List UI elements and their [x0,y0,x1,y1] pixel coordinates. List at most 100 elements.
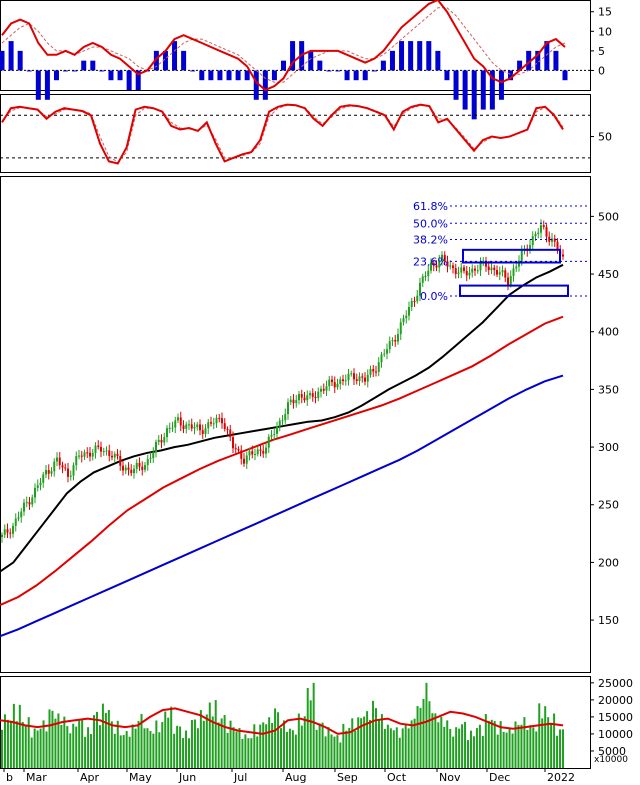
volume-bar [336,735,339,768]
volume-bar [27,717,30,768]
candle-body [166,428,168,438]
macd-histogram-bar [153,50,159,71]
candle-body [171,427,174,429]
volume-bar [244,734,247,768]
volume-bar [220,718,223,768]
candle-body [421,276,424,283]
candle-body [75,456,78,466]
candle-body [3,529,6,535]
volume-bar [535,731,538,768]
volume-bar [517,725,520,768]
volume-bar [315,729,318,768]
volume-bar [425,682,428,768]
x-tick-label: Dec [489,771,510,784]
volume-bar [363,716,366,768]
candle-body [424,276,427,278]
price-tick-label: 300 [598,441,619,454]
macd-signal-line [1,7,566,83]
volume-bar [413,718,416,768]
candle-body [545,227,548,237]
candle-body [254,454,256,456]
volume-bar [18,704,21,768]
stochastic-d-line [1,104,564,163]
macd-histogram-bar [371,70,377,72]
volume-bar [330,734,333,768]
volume-bar [217,722,220,768]
volume-bar [342,723,345,768]
candle-body [155,441,157,453]
candle-body [58,457,61,466]
volume-bar [208,702,211,768]
macd-tick-label: 5 [598,45,605,58]
macd-histogram-bar [317,60,323,71]
candle-body [226,429,229,431]
candle-body [256,449,259,455]
candle-body [94,445,97,453]
candle-body [413,300,416,302]
price-tick-label: 400 [598,326,619,339]
volume-bar [431,713,434,768]
volume-bar [541,718,544,768]
volume-bar [455,727,458,768]
fib-label: 50.0% [413,217,448,230]
candle-body [298,394,300,401]
candle-body [342,379,344,382]
candle-body [221,418,223,424]
candle-body [9,532,12,534]
volume-bar [360,718,363,768]
volume-bar [149,730,152,768]
volume-bar [196,728,199,768]
macd-histogram-bar [517,60,523,71]
volume-bar [90,734,93,768]
volume-bar [238,727,241,768]
price-tick-label: 200 [598,556,619,569]
candle-body [199,424,201,431]
candle-body [520,250,523,261]
volume-bar [9,720,12,768]
macd-histogram-bar [498,70,504,100]
macd-histogram-bar [508,70,514,81]
volume-bar [502,731,505,768]
volume-bar [499,721,502,768]
volume-bar [199,710,202,768]
stochastic-tick-label: 50 [598,131,612,144]
volume-bar [12,703,15,768]
macd-histogram-bar [108,70,114,81]
candle-body [138,462,141,467]
volume-bar [505,732,508,768]
candle-body [336,383,339,388]
macd-tick-label: 10 [598,25,612,38]
volume-bar [422,698,425,768]
candle-body [113,453,116,458]
volume-bar [116,720,119,768]
candle-body [295,400,298,404]
volume-bar [309,700,312,768]
candle-body [441,254,443,261]
volume-bar [6,719,9,768]
macd-histogram-bar [99,70,105,72]
volume-bar [458,728,461,768]
candle-body [518,260,520,267]
volume-bar [54,718,57,768]
candle-body [350,373,353,375]
volume-bar [380,714,383,768]
candle-body [303,397,306,401]
candle-body [47,470,50,474]
candle-body [553,238,556,242]
volume-bar [122,735,125,768]
volume-bar [523,717,526,768]
volume-bar [538,703,541,768]
volume-bar [15,721,18,768]
volume-bar [553,713,556,768]
price-tick-label: 450 [598,268,619,281]
candle-body [405,315,408,319]
macd-histogram-bar [172,41,178,71]
candle-body [64,467,67,469]
volume-bar [327,727,330,768]
volume-bar [256,736,259,768]
candle-body [490,267,493,271]
candle-body [419,282,421,296]
macd-histogram-bar [262,70,268,100]
candle-body [190,424,193,429]
